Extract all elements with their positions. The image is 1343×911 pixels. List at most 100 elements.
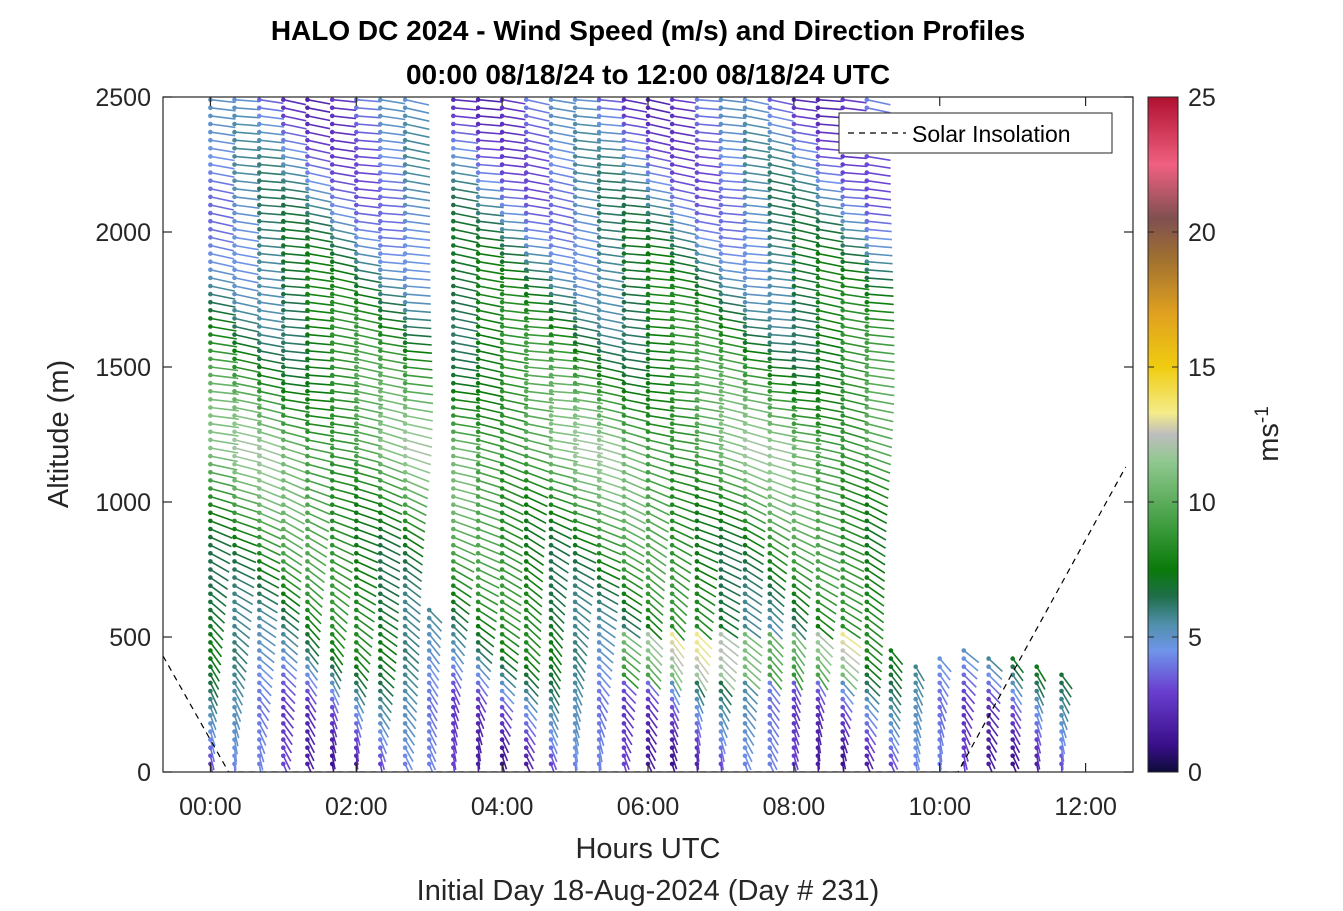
wind-barb-head: [572, 437, 578, 443]
wind-barb-head: [499, 470, 505, 475]
wind-barb: [598, 439, 626, 449]
wind-barb-head: [378, 227, 383, 232]
wind-barb-head: [742, 275, 748, 281]
wind-barb: [307, 350, 335, 354]
wind-barb: [866, 520, 887, 533]
wind-barb: [477, 260, 505, 267]
wind-barb: [259, 196, 286, 200]
wind-barb: [234, 196, 260, 201]
wind-barb-head: [815, 97, 821, 102]
wind-barb-head: [596, 696, 602, 702]
wind-barb: [672, 341, 700, 347]
wind-barb: [672, 358, 700, 363]
wind-barb-head: [572, 299, 578, 305]
wind-barb-head: [475, 510, 481, 516]
wind-barb: [478, 155, 503, 160]
wind-barb: [258, 714, 269, 730]
wind-barb: [258, 698, 271, 713]
wind-barb-head: [815, 664, 821, 669]
wind-barb: [744, 471, 770, 483]
wind-barb: [817, 390, 844, 397]
wind-barb: [623, 171, 650, 177]
wind-barb-head: [354, 591, 359, 597]
wind-barb-head: [742, 227, 748, 232]
wind-barb: [671, 269, 698, 276]
wind-barb-head: [426, 623, 432, 629]
wind-barb: [525, 617, 542, 633]
wind-barb: [332, 463, 359, 471]
wind-barb-head: [208, 502, 213, 508]
wind-barb: [769, 463, 797, 473]
wind-barb: [623, 98, 647, 105]
wind-barb-head: [815, 154, 821, 159]
wind-barb: [550, 552, 570, 566]
wind-barb-head: [232, 324, 237, 329]
wind-barb: [453, 479, 481, 488]
wind-barb-head: [791, 453, 797, 459]
y-tick-label: 2500: [95, 84, 151, 112]
wind-barb: [623, 390, 650, 397]
wind-barb: [598, 714, 607, 730]
wind-barb-head: [354, 607, 359, 613]
wind-barb: [793, 333, 820, 340]
wind-barb-head: [499, 623, 505, 629]
wind-barb-head: [937, 721, 942, 726]
wind-barb-head: [961, 672, 967, 678]
wind-barb-head: [354, 534, 359, 540]
wind-barb-head: [329, 202, 335, 208]
wind-barb-head: [305, 137, 310, 143]
wind-barb: [938, 723, 945, 738]
wind-barb: [502, 196, 527, 200]
wind-barb: [793, 715, 801, 730]
wind-barb-head: [645, 146, 651, 151]
wind-barb-head: [354, 656, 359, 661]
wind-barb: [720, 244, 746, 249]
wind-barb: [817, 285, 844, 293]
wind-barb: [598, 487, 625, 498]
wind-barb-head: [305, 364, 310, 370]
wind-barb: [209, 666, 220, 682]
wind-barb: [720, 601, 741, 614]
wind-barb: [283, 147, 308, 154]
wind-barb: [647, 269, 675, 274]
wind-barb: [623, 341, 650, 347]
wind-barb-head: [864, 340, 870, 346]
wind-barb: [744, 747, 753, 763]
wind-barb-head: [718, 129, 724, 135]
wind-barb: [526, 115, 550, 122]
wind-barb: [282, 625, 299, 640]
wind-barb: [599, 155, 626, 160]
wind-barb-head: [864, 251, 870, 256]
wind-barb: [647, 455, 674, 465]
wind-barb: [283, 204, 310, 210]
wind-barb-head: [621, 389, 627, 394]
wind-barb: [307, 495, 332, 507]
wind-barb: [501, 398, 529, 406]
wind-barb-head: [402, 478, 408, 483]
wind-barb-head: [669, 291, 675, 297]
wind-barb: [793, 269, 820, 276]
wind-barb: [793, 520, 818, 532]
wind-barb: [598, 390, 626, 398]
wind-barb: [283, 455, 309, 466]
wind-barb: [598, 641, 615, 656]
wind-barb: [817, 528, 843, 539]
colorbar-tick-label: 25: [1188, 84, 1216, 112]
wind-barb-head: [767, 615, 773, 621]
wind-barb-head: [329, 146, 335, 151]
wind-barb-head: [475, 178, 481, 183]
wind-barb-head: [742, 648, 748, 653]
wind-barb-head: [281, 356, 286, 362]
wind-barb-head: [402, 656, 408, 661]
wind-barb: [988, 658, 1003, 672]
wind-barb-head: [742, 737, 748, 742]
wind-barb-head: [257, 607, 262, 613]
wind-barb: [404, 398, 434, 405]
wind-barb-head: [354, 251, 359, 256]
wind-barb: [647, 463, 673, 473]
wind-barb: [720, 220, 746, 225]
wind-barb-head: [621, 640, 627, 645]
wind-barb: [769, 406, 798, 412]
wind-barb-head: [329, 235, 335, 240]
wind-barb-head: [232, 291, 237, 297]
